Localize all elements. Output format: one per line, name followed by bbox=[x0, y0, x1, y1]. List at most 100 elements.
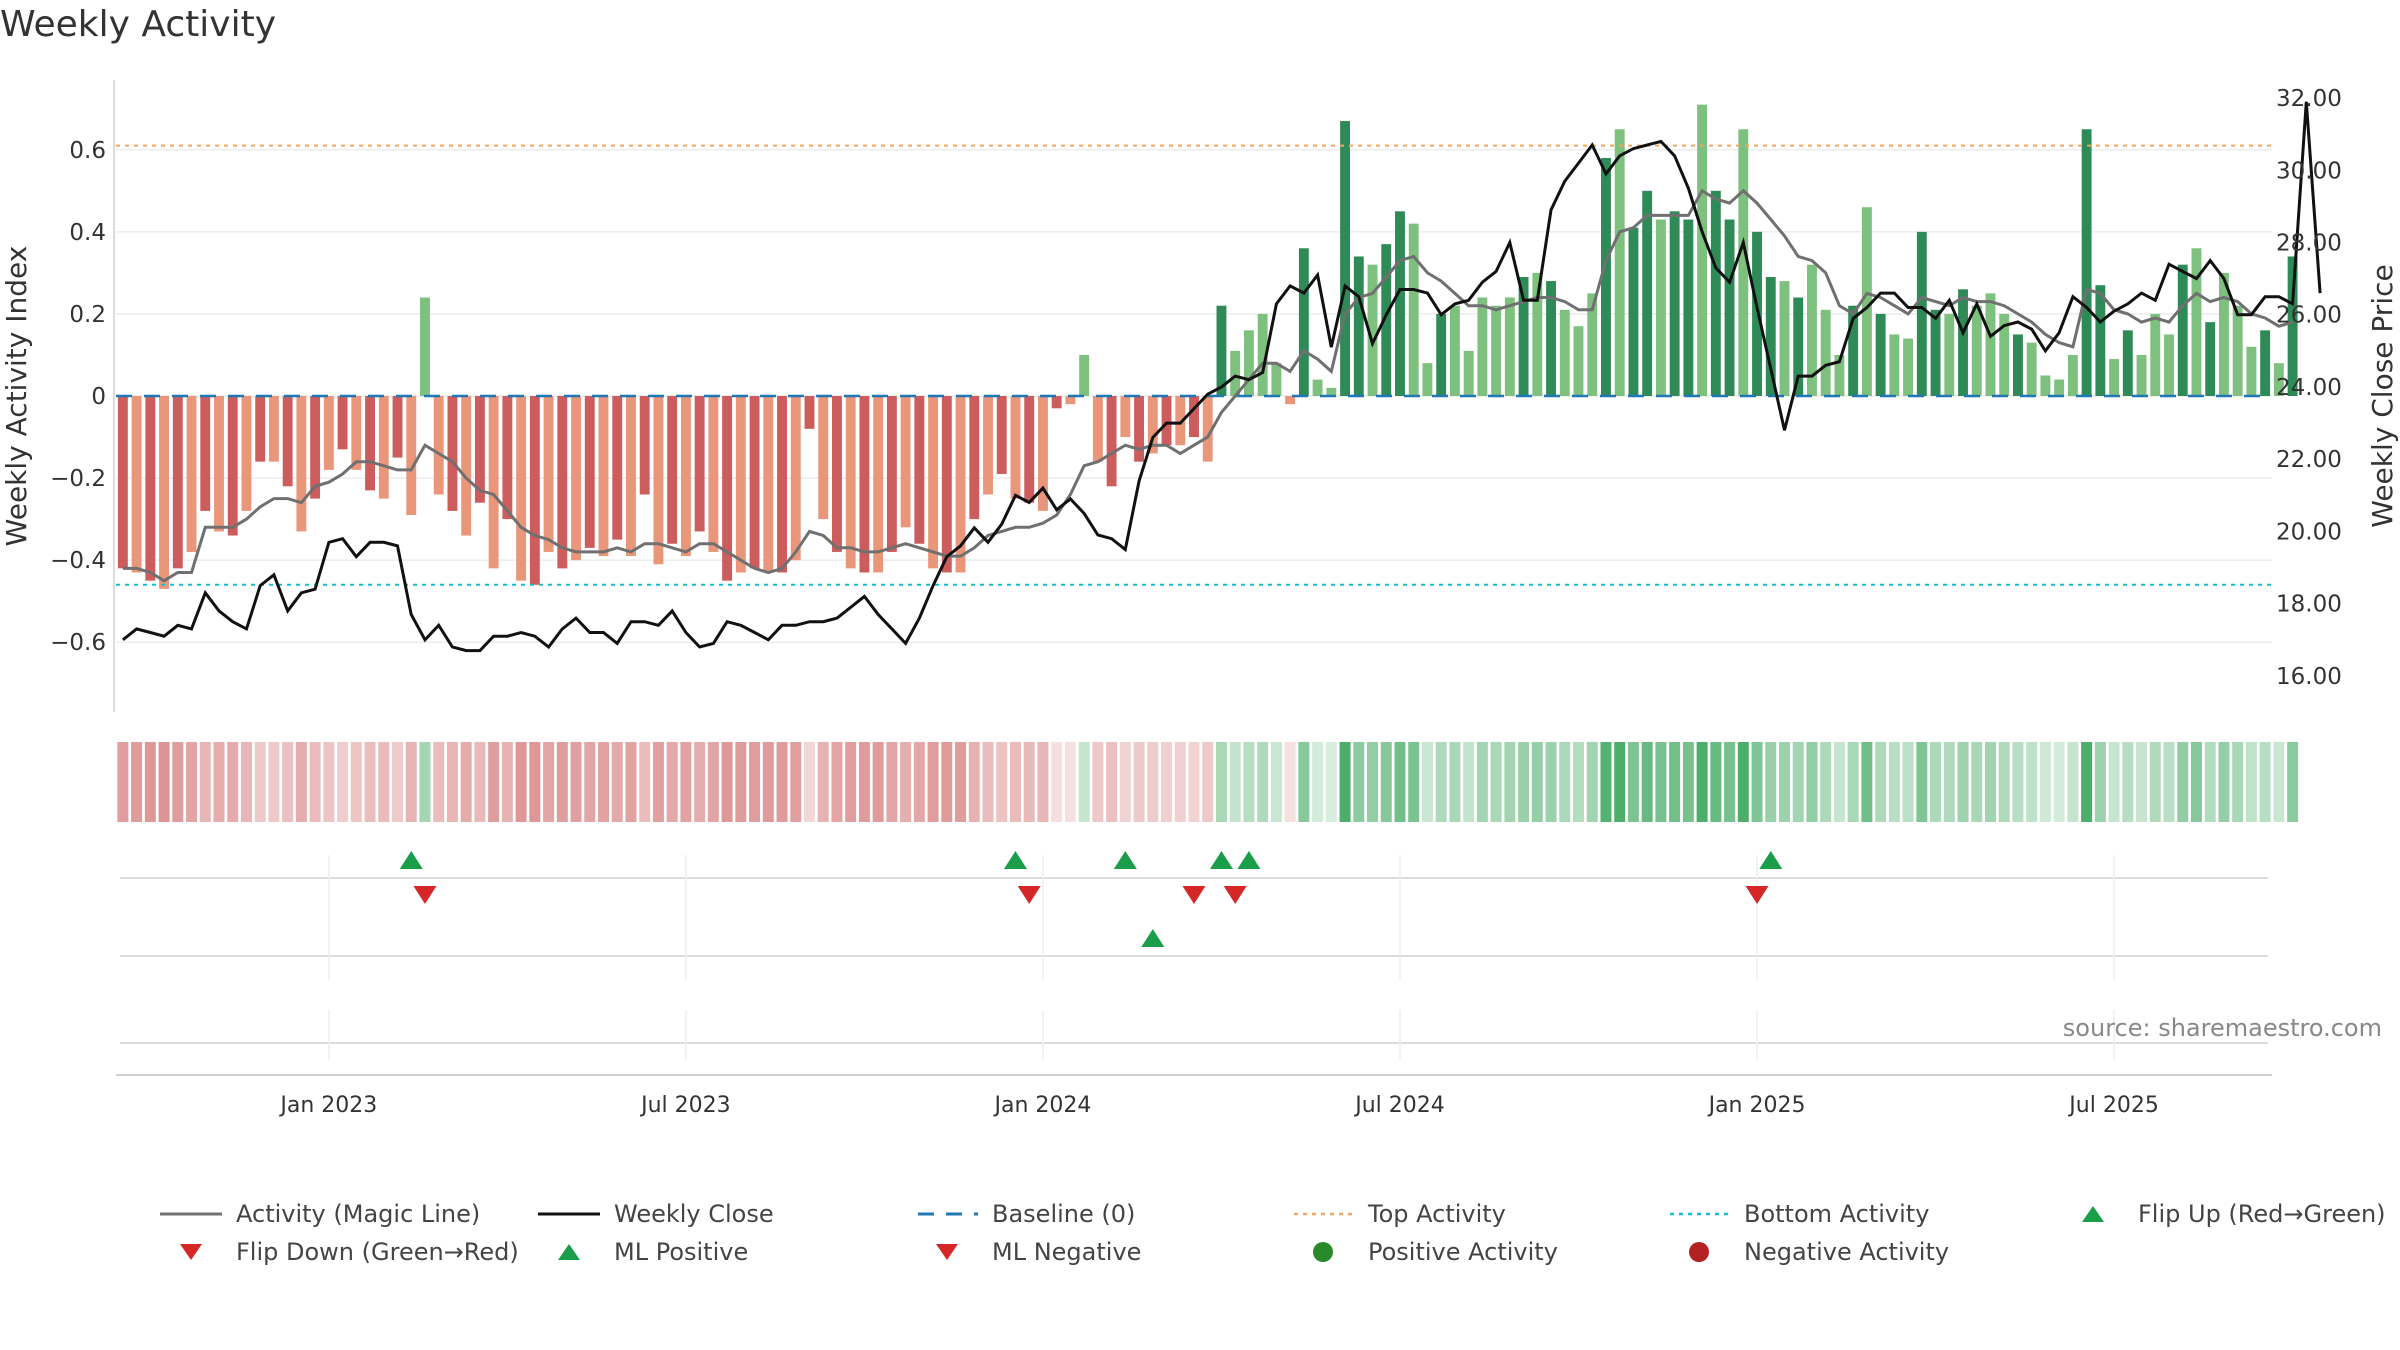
heat-cell bbox=[501, 742, 513, 822]
legend-label: ML Positive bbox=[614, 1238, 749, 1266]
flip-up-marker bbox=[1237, 851, 1261, 869]
heat-cell bbox=[2163, 742, 2175, 822]
ml-positive-marker bbox=[1141, 929, 1165, 947]
heat-cell bbox=[1106, 742, 1118, 822]
heat-cell bbox=[1325, 742, 1337, 822]
activity-bar bbox=[1587, 293, 1598, 396]
activity-bar bbox=[1175, 396, 1186, 446]
heat-cell bbox=[1531, 742, 1543, 822]
heat-cell bbox=[117, 742, 129, 822]
activity-bar bbox=[159, 396, 170, 589]
flip-down-marker bbox=[1182, 886, 1206, 904]
activity-bar bbox=[2191, 248, 2202, 396]
heat-cell bbox=[996, 742, 1008, 822]
activity-bar bbox=[1601, 157, 1611, 396]
heat-cell bbox=[1215, 742, 1227, 822]
y-tick-label: −0.4 bbox=[50, 548, 106, 574]
activity-bar bbox=[392, 396, 403, 458]
heat-cell bbox=[803, 742, 815, 822]
legend-label: Top Activity bbox=[1368, 1200, 1506, 1228]
activity-bar bbox=[2026, 342, 2037, 396]
legend-swatch-mark bbox=[936, 1244, 958, 1260]
activity-bar bbox=[680, 396, 691, 557]
activity-bar bbox=[941, 396, 952, 573]
heat-cell bbox=[1902, 742, 1914, 822]
heat-cell bbox=[2039, 742, 2051, 822]
heat-cell bbox=[2067, 742, 2079, 822]
heat-cell bbox=[858, 742, 870, 822]
activity-bar bbox=[474, 396, 485, 503]
heat-cell bbox=[433, 742, 445, 822]
flip-up-marker bbox=[1759, 851, 1783, 869]
activity-bar bbox=[2232, 305, 2243, 396]
heat-cell bbox=[392, 742, 404, 822]
activity-bar bbox=[763, 396, 774, 573]
heat-cell bbox=[1504, 742, 1516, 822]
legend-item-flip-down-green-red: Flip Down (Green→Red) bbox=[160, 1238, 519, 1266]
heat-cell bbox=[529, 742, 541, 822]
activity-bar bbox=[804, 396, 815, 429]
heat-cell bbox=[1202, 742, 1214, 822]
activity-bar bbox=[2067, 354, 2078, 396]
heat-cell bbox=[611, 742, 623, 822]
legend-swatch bbox=[1689, 1242, 1709, 1262]
activity-bar bbox=[1779, 281, 1790, 396]
activity-bar bbox=[1120, 396, 1131, 438]
heat-cell bbox=[2094, 742, 2106, 822]
legend-swatch-mark bbox=[1313, 1242, 1333, 1262]
heat-cell bbox=[1710, 742, 1722, 822]
heat-cell bbox=[460, 742, 472, 822]
heat-cell bbox=[762, 742, 774, 822]
legend-swatch-mark bbox=[558, 1244, 580, 1260]
activity-bar bbox=[378, 396, 389, 499]
activity-bar bbox=[1340, 121, 1351, 396]
activity-bar bbox=[1697, 104, 1708, 396]
heat-cell bbox=[1627, 742, 1639, 822]
activity-bar bbox=[282, 396, 293, 487]
activity-bar bbox=[2246, 346, 2257, 396]
heat-cell bbox=[1174, 742, 1186, 822]
activity-bar bbox=[2273, 363, 2284, 396]
activity-bar bbox=[1037, 396, 1048, 511]
heat-cell bbox=[2122, 742, 2134, 822]
heat-cell bbox=[1339, 742, 1351, 822]
flip-up-marker bbox=[1003, 851, 1027, 869]
heat-cell bbox=[982, 742, 994, 822]
activity-bar bbox=[1532, 272, 1543, 396]
heat-cell bbox=[1078, 742, 1090, 822]
heat-cell bbox=[1394, 742, 1406, 822]
activity-bar bbox=[1285, 396, 1296, 405]
legend-swatch bbox=[1313, 1242, 1333, 1262]
heat-cell bbox=[913, 742, 925, 822]
heat-cell bbox=[1490, 742, 1502, 822]
heat-cell bbox=[337, 742, 349, 822]
activity-bar bbox=[1491, 305, 1502, 396]
activity-bar bbox=[214, 396, 224, 532]
y2-tick-label: 20.00 bbox=[2276, 519, 2342, 545]
heat-cell bbox=[1737, 742, 1749, 822]
heat-cell bbox=[2108, 742, 2120, 822]
y-tick-label: −0.6 bbox=[50, 630, 106, 656]
heat-cell bbox=[1861, 742, 1873, 822]
heat-cell bbox=[1806, 742, 1818, 822]
heat-cell bbox=[776, 742, 788, 822]
heat-cell bbox=[1161, 742, 1173, 822]
flip-down-marker bbox=[1223, 886, 1247, 904]
heat-cell bbox=[1751, 742, 1763, 822]
activity-bar bbox=[1546, 281, 1556, 396]
heat-cell bbox=[1682, 742, 1694, 822]
heat-cell bbox=[2149, 742, 2161, 822]
heat-cell bbox=[2190, 742, 2202, 822]
activity-bar bbox=[1477, 297, 1488, 396]
heat-cell bbox=[625, 742, 637, 822]
legend: Activity (Magic Line) Weekly Close Baselin… bbox=[160, 1200, 2400, 1280]
activity-bar bbox=[255, 396, 266, 462]
heat-cell bbox=[1119, 742, 1131, 822]
legend-item-ml-positive: ML Positive bbox=[538, 1238, 748, 1266]
activity-bar bbox=[2081, 129, 2092, 396]
heat-cell bbox=[186, 742, 198, 822]
legend-label: Weekly Close bbox=[614, 1200, 774, 1228]
legend-swatch bbox=[2082, 1206, 2104, 1222]
heat-cell bbox=[1696, 742, 1708, 822]
activity-bar bbox=[1655, 219, 1666, 396]
